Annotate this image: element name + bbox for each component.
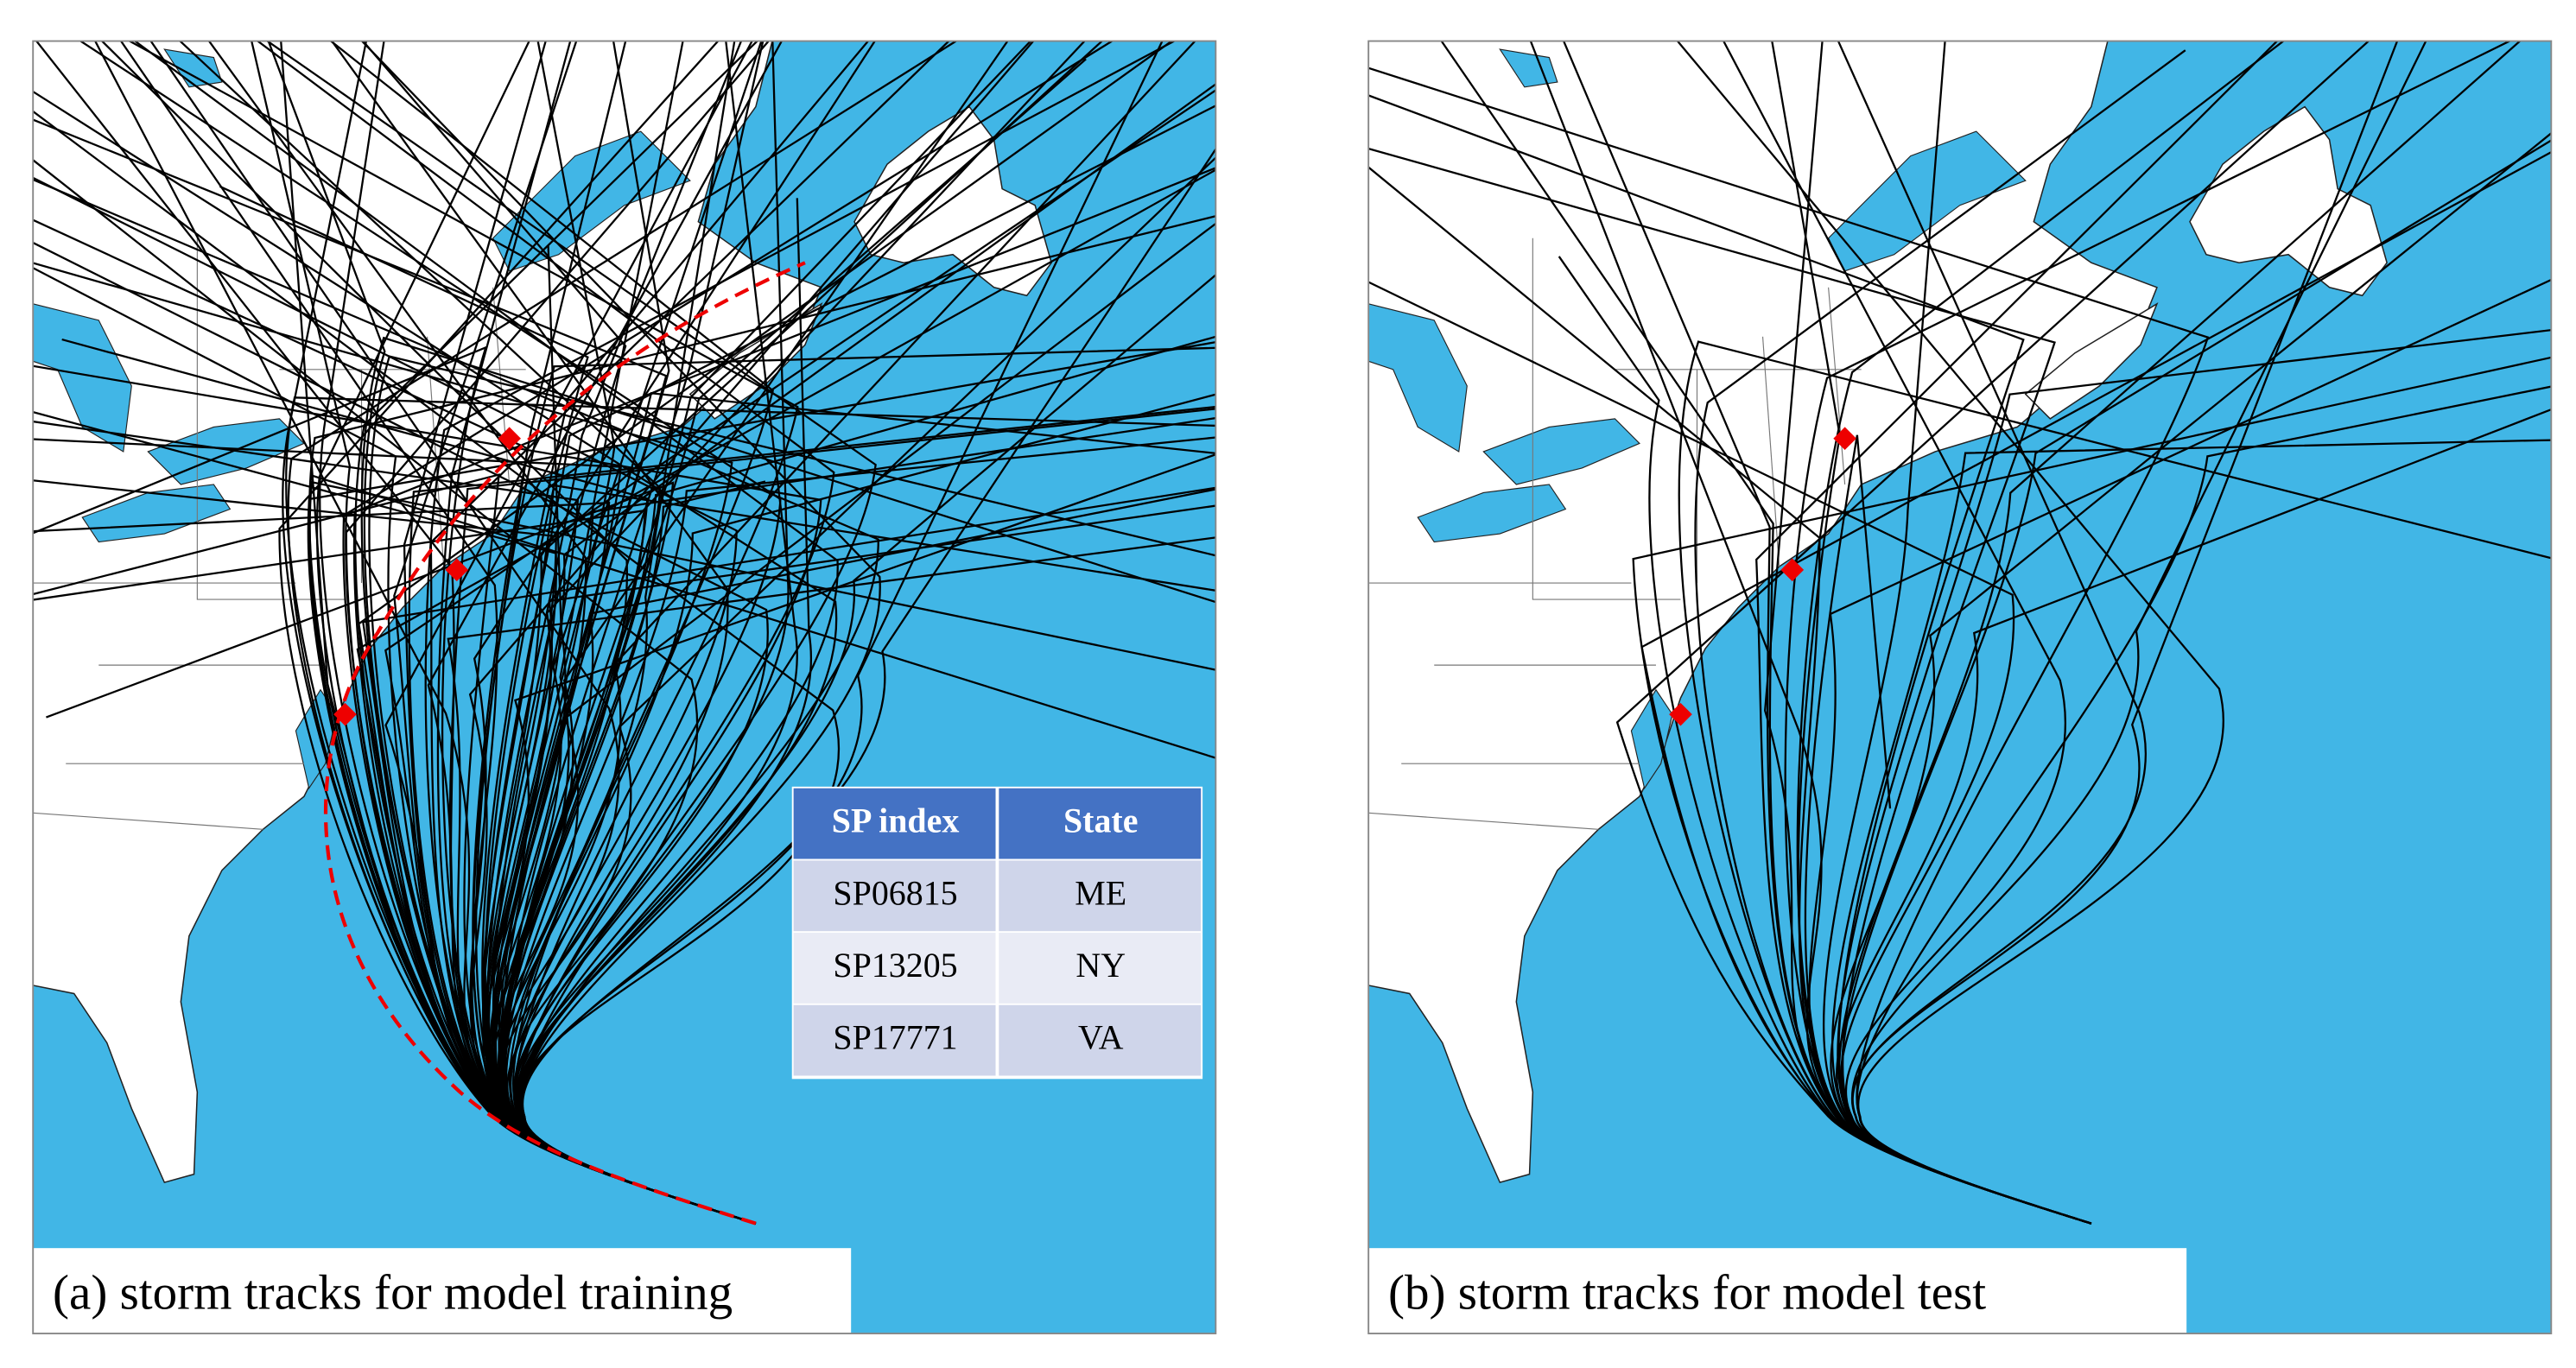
lake (33, 303, 132, 453)
table-cell-text: NY (1075, 946, 1126, 985)
table-header-cell (999, 788, 1202, 859)
table-cell (999, 860, 1202, 932)
table-cell-text: ME (1075, 873, 1126, 912)
lake (1482, 418, 1640, 485)
state-border (33, 812, 263, 830)
land (1368, 41, 2158, 1184)
island (2189, 105, 2388, 297)
caption-box (1368, 1248, 2187, 1334)
table-cell (999, 933, 1202, 1004)
table-cell (793, 933, 996, 1004)
table-cell-text: VA (1078, 1018, 1124, 1057)
bay (295, 688, 338, 790)
caption: (b) storm tracks for model test (1388, 1266, 1986, 1320)
storm-track (1836, 408, 2552, 1225)
lake (1417, 484, 1567, 543)
table-cell (793, 860, 996, 932)
table-header: State (1063, 801, 1138, 840)
caption: (a) storm tracks for model training (53, 1266, 733, 1320)
site-marker (498, 427, 521, 451)
map-panel: (b) storm tracks for model test (1367, 40, 2553, 1335)
table-cell (793, 1004, 996, 1076)
peninsula (2024, 301, 2159, 420)
state-border (1368, 812, 1599, 830)
table-header: SP index (832, 801, 960, 840)
table-cell-text: SP06815 (833, 873, 957, 912)
panel-border (1367, 40, 2553, 1335)
map-panel: (a) storm tracks for model training SP in… (32, 40, 1217, 1335)
caption-box (33, 1248, 852, 1334)
table-cell (999, 1004, 1202, 1076)
table-cell-text: SP17771 (833, 1018, 957, 1057)
table-cell-text: SP13205 (833, 946, 957, 985)
site-marker (1669, 702, 1692, 726)
lake (1368, 303, 1468, 453)
tracks (33, 41, 1216, 1226)
tracks (1368, 41, 2552, 1225)
table-header-cell (793, 788, 996, 859)
lake (1499, 48, 1558, 88)
state-border (427, 336, 445, 567)
site-marker (1833, 427, 1856, 451)
site-marker (1780, 558, 1805, 582)
state-border (1828, 287, 1846, 485)
panel-border (32, 40, 1217, 1335)
table: SP index State SP06815 ME SP13205 NY SP17771 VA (791, 786, 1203, 1080)
state-border (1532, 238, 1681, 600)
highlight-track (323, 261, 806, 1226)
